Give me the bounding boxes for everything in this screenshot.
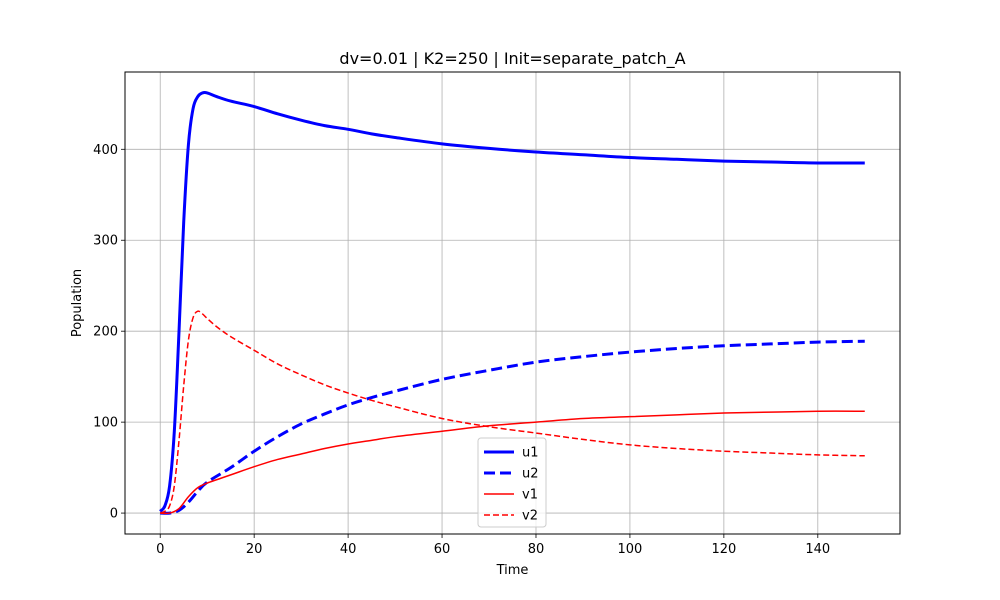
- x-tick-label: 0: [156, 542, 164, 557]
- y-tick-label: 100: [93, 416, 118, 431]
- y-tick-label: 200: [93, 325, 118, 340]
- series-group: [159, 90, 865, 515]
- series-line-u1: [159, 90, 865, 513]
- legend-label-u1: u1: [522, 446, 539, 461]
- legend-label-v2: v2: [522, 509, 538, 524]
- x-tick-label: 120: [711, 542, 736, 557]
- y-tick-label: 300: [93, 234, 118, 249]
- x-tick-label: 40: [340, 542, 357, 557]
- chart-title: dv=0.01 | K2=250 | Init=separate_patch_A: [339, 49, 685, 69]
- legend-label-v1: v1: [522, 488, 538, 503]
- x-tick-label: 140: [805, 542, 830, 557]
- legend-box: [477, 437, 547, 528]
- y-axis-label: Population: [70, 269, 85, 337]
- x-tick-label: 20: [246, 542, 263, 557]
- plot-frame: [124, 71, 901, 535]
- ticks: 0 20 40 60 80 100 120 140 0 100 200 300 400: [93, 143, 830, 557]
- y-tick-label: 400: [93, 143, 118, 158]
- x-tick-label: 80: [528, 542, 545, 557]
- x-tick-label: 100: [618, 542, 643, 557]
- series-line-u2: [160, 339, 865, 515]
- x-tick-label: 60: [434, 542, 451, 557]
- y-tick-label: 0: [110, 507, 118, 522]
- grid: [125, 72, 900, 534]
- series-line-v1: [160, 410, 865, 515]
- legend-label-u2: u2: [522, 467, 539, 482]
- legend: u1 u2 v1 v2: [477, 437, 547, 528]
- series-line-v2: [159, 310, 865, 514]
- x-axis-label: Time: [496, 563, 529, 578]
